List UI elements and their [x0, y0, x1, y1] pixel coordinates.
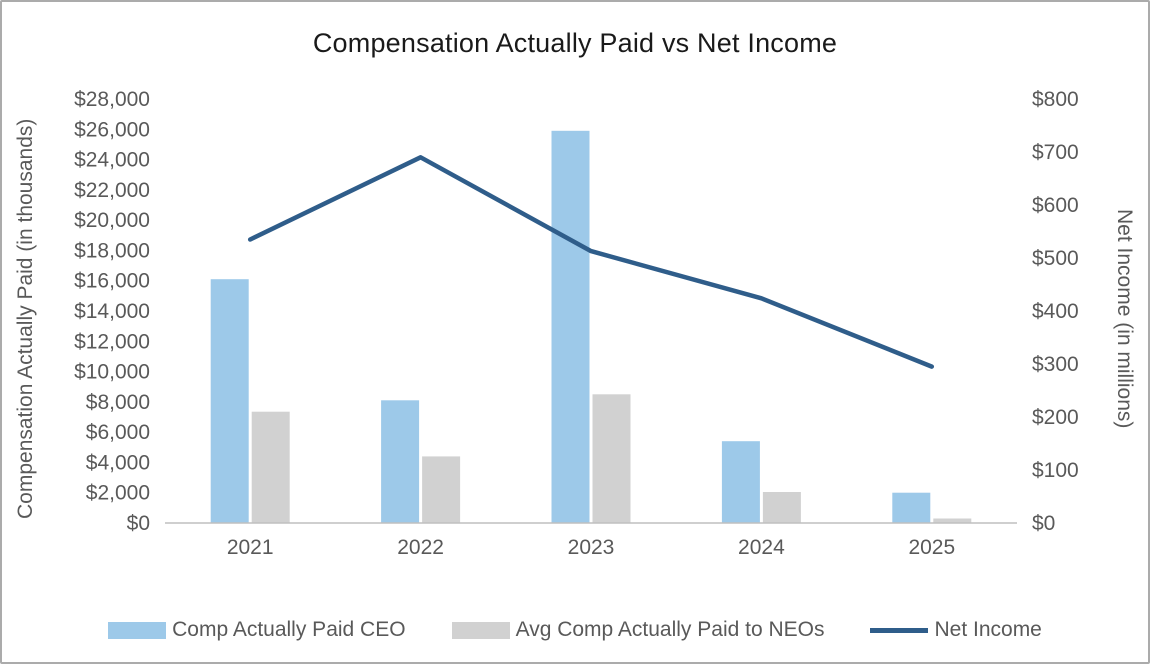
svg-text:$100: $100 — [1032, 459, 1079, 482]
svg-text:$20,000: $20,000 — [74, 209, 150, 232]
svg-text:$10,000: $10,000 — [74, 361, 150, 384]
svg-text:$500: $500 — [1032, 247, 1079, 270]
legend-item-neo: Avg Comp Actually Paid to NEOs — [451, 618, 825, 642]
svg-text:$600: $600 — [1032, 194, 1079, 217]
svg-text:$14,000: $14,000 — [74, 300, 150, 323]
svg-text:$0: $0 — [1032, 512, 1055, 535]
svg-text:2025: 2025 — [908, 536, 955, 559]
svg-text:$300: $300 — [1032, 353, 1079, 376]
svg-text:$12,000: $12,000 — [74, 330, 150, 353]
svg-text:$6,000: $6,000 — [86, 421, 150, 444]
svg-text:$16,000: $16,000 — [74, 270, 150, 293]
legend-swatch-neo-bar — [451, 621, 510, 639]
svg-text:$700: $700 — [1032, 141, 1079, 164]
svg-text:2022: 2022 — [397, 536, 444, 559]
legend-swatch-ceo-bar — [108, 621, 167, 639]
svg-text:$2,000: $2,000 — [86, 482, 150, 505]
svg-text:$200: $200 — [1032, 406, 1079, 429]
svg-text:$28,000: $28,000 — [74, 88, 150, 111]
legend-item-ceo: Comp Actually Paid CEO — [108, 618, 406, 642]
chart-title: Compensation Actually Paid vs Net Income — [312, 28, 838, 58]
legend-label-net-income: Net Income — [934, 618, 1042, 641]
svg-text:$26,000: $26,000 — [74, 118, 150, 141]
svg-text:$22,000: $22,000 — [74, 179, 150, 202]
legend-label-ceo: Comp Actually Paid CEO — [172, 618, 406, 641]
svg-text:2023: 2023 — [568, 536, 615, 559]
legend-swatch-net-income-line — [870, 627, 929, 633]
svg-text:$18,000: $18,000 — [74, 239, 150, 262]
svg-text:2021: 2021 — [227, 536, 274, 559]
svg-text:$4,000: $4,000 — [86, 451, 150, 474]
svg-text:$24,000: $24,000 — [74, 149, 150, 172]
right-axis-title: Net Income (in millions) — [1113, 209, 1136, 429]
svg-text:$0: $0 — [127, 512, 150, 535]
svg-text:$8,000: $8,000 — [86, 391, 150, 414]
plot-area: $0 $2,000 $4,000 $6,000 $8,000 $10,000 $12,000… — [74, 88, 1079, 559]
svg-text:$800: $800 — [1032, 88, 1079, 111]
legend: Comp Actually Paid CEO Avg Comp Actually… — [2, 618, 1148, 642]
legend-item-net-income: Net Income — [870, 618, 1042, 642]
legend-label-neo: Avg Comp Actually Paid to NEOs — [515, 618, 825, 641]
svg-text:$400: $400 — [1032, 300, 1079, 323]
svg-text:2024: 2024 — [738, 536, 785, 559]
